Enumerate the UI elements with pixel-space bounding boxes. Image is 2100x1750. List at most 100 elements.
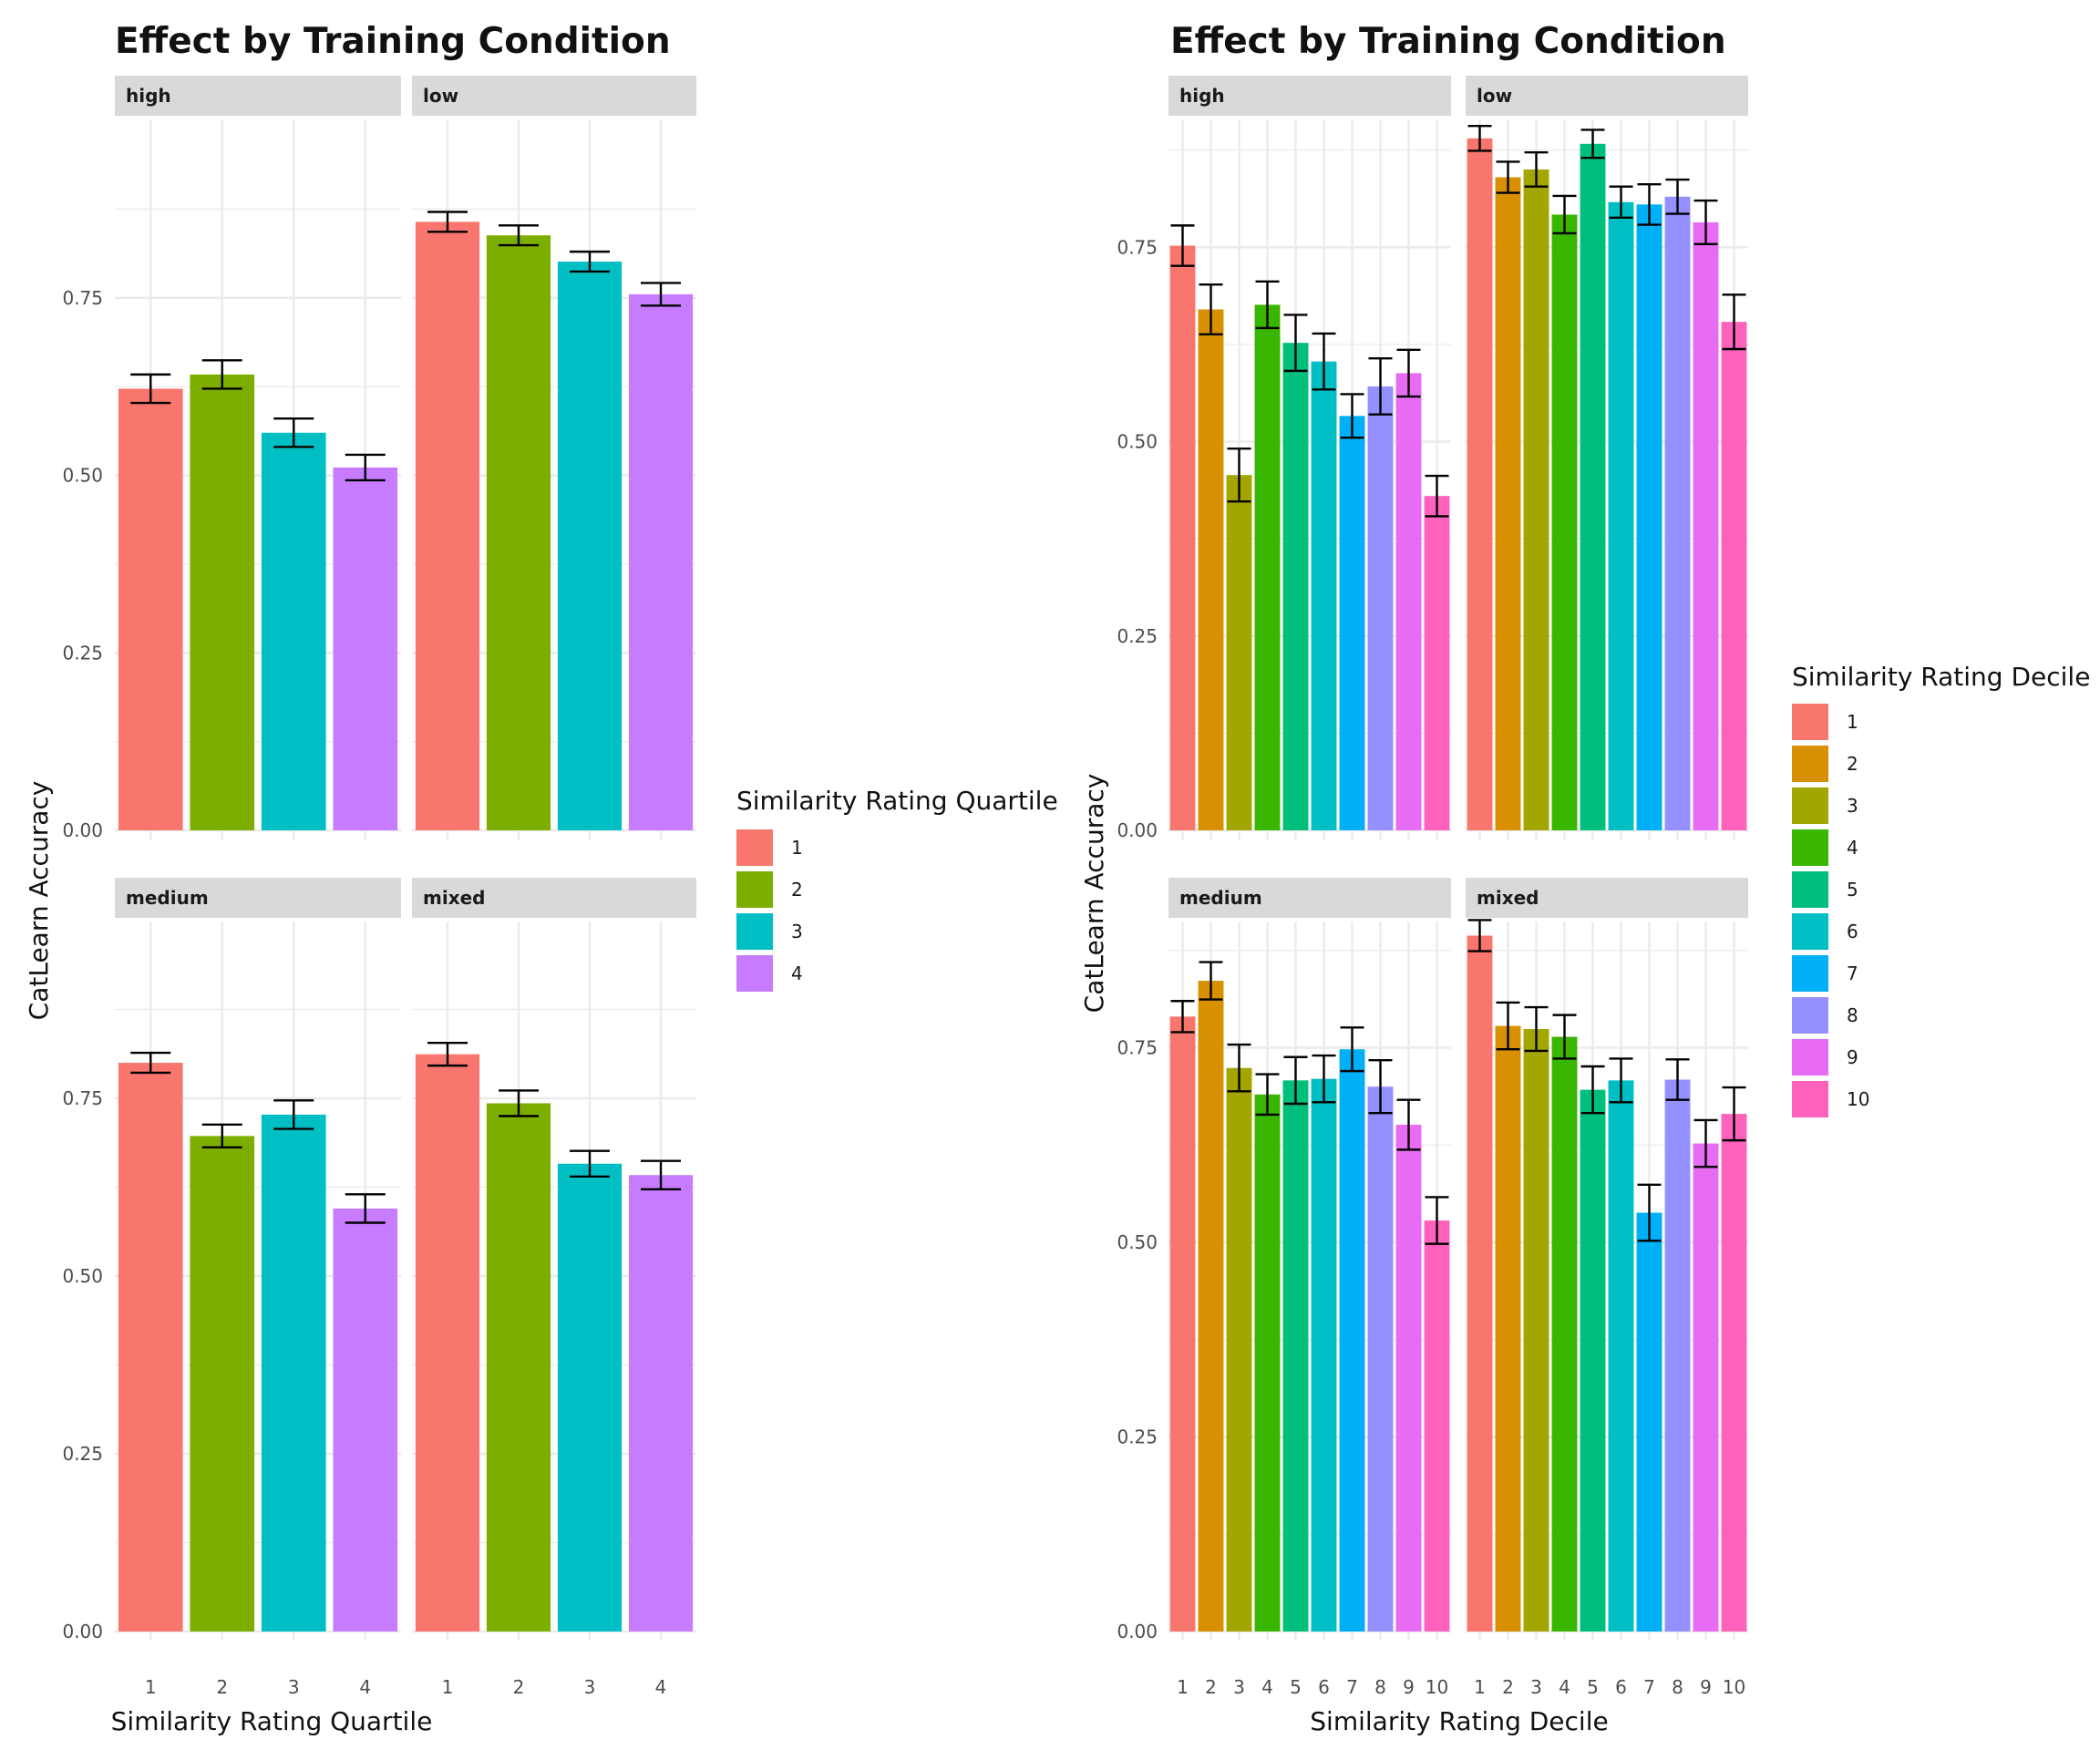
right-bar-mixed-5 (1580, 1089, 1606, 1632)
left-legend-swatch (736, 913, 773, 950)
right-errorbar-low-4 (1552, 194, 1577, 235)
right-errorbar-low-6 (1609, 185, 1633, 220)
right-bar-medium-7 (1339, 1049, 1365, 1632)
right-bar-high-10 (1424, 496, 1450, 830)
right-errorbar-mixed-1 (1467, 919, 1492, 952)
right-legend-swatch (1792, 746, 1828, 782)
right-panel-high: high 0.00 0.25 0.50 0.75 (1117, 76, 1451, 841)
left-strip-label-medium: medium (126, 887, 209, 909)
right-chart-legend-title: Similarity Rating Decile (1792, 662, 2090, 692)
right-bar-low-8 (1664, 196, 1691, 830)
right-legend-item-10: 10 (1792, 1081, 1869, 1117)
x-tick-label: 1 (442, 1676, 454, 1698)
right-errorbar-mixed-6 (1609, 1057, 1633, 1104)
left-bar-mixed-3 (557, 1163, 623, 1632)
x-tick-label: 1 (145, 1676, 157, 1698)
right-legend-label: 3 (1847, 795, 1858, 817)
x-tick-label: 4 (1559, 1676, 1570, 1698)
y-tick-label: 0.00 (1117, 819, 1158, 841)
right-errorbar-mixed-8 (1665, 1058, 1690, 1101)
y-tick-label: 0.75 (1117, 236, 1158, 258)
right-bar-high-8 (1367, 386, 1394, 830)
left-legend-label: 2 (791, 879, 803, 901)
right-errorbar-medium-4 (1255, 1073, 1280, 1117)
x-tick-label: 3 (1233, 1676, 1245, 1698)
right-errorbar-high-10 (1425, 474, 1449, 518)
right-bar-high-2 (1198, 309, 1224, 830)
y-tick-label: 0.75 (62, 287, 103, 309)
left-errorbar-high-3 (273, 417, 314, 448)
right-bar-mixed-2 (1495, 1025, 1521, 1632)
x-tick-label: 10 (1723, 1676, 1745, 1698)
right-bar-medium-1 (1169, 1016, 1196, 1632)
right-chart: Effect by Training Condition Similarity … (1079, 21, 2090, 1736)
y-tick-label: 0.75 (62, 1087, 103, 1109)
right-strip-label-mixed: mixed (1477, 887, 1539, 909)
left-bar-mixed-2 (486, 1103, 551, 1632)
x-tick-label: 4 (655, 1676, 667, 1698)
left-errorbar-mixed-3 (570, 1149, 610, 1179)
right-bar-mixed-8 (1664, 1079, 1691, 1632)
x-tick-label: 9 (1403, 1676, 1415, 1698)
right-errorbar-mixed-3 (1524, 1005, 1549, 1053)
right-legend-label: 8 (1847, 1004, 1858, 1026)
right-bar-medium-3 (1226, 1067, 1252, 1632)
right-bar-mixed-6 (1608, 1080, 1634, 1632)
right-legend-label: 2 (1847, 753, 1858, 775)
y-tick-label: 0.75 (1117, 1037, 1158, 1059)
right-legend-swatch (1792, 1081, 1828, 1117)
left-legend-swatch (736, 955, 773, 992)
left-legend-label: 4 (791, 962, 803, 984)
y-tick-label: 0.25 (1117, 1426, 1158, 1448)
right-bar-high-4 (1254, 304, 1281, 830)
right-legend-label: 7 (1847, 962, 1858, 984)
right-bar-low-10 (1721, 322, 1747, 830)
x-tick-label: 7 (1643, 1676, 1655, 1698)
right-bar-mixed-9 (1693, 1143, 1719, 1632)
left-legend-label: 3 (791, 921, 803, 942)
right-bar-low-1 (1467, 138, 1493, 830)
left-bar-medium-2 (190, 1136, 255, 1632)
left-chart-x-axis-title: Similarity Rating Quartile (111, 1706, 433, 1736)
right-bar-medium-2 (1198, 981, 1224, 1632)
right-panel-mixed: mixed 1 2 3 4 5 6 7 8 9 10 (1466, 878, 1748, 1698)
left-errorbar-low-3 (570, 250, 610, 273)
x-tick-label: 3 (584, 1676, 596, 1698)
left-strip-label-high: high (126, 85, 171, 107)
right-errorbar-mixed-2 (1496, 1001, 1520, 1051)
right-bar-high-5 (1282, 343, 1309, 830)
left-bar-low-3 (557, 262, 623, 830)
x-tick-label: 4 (359, 1676, 371, 1698)
left-panel-high: high 0.00 0.25 0.50 0.75 (62, 76, 401, 841)
right-errorbar-high-4 (1255, 280, 1280, 330)
right-bar-mixed-3 (1523, 1029, 1549, 1632)
left-errorbar-mixed-1 (427, 1041, 468, 1067)
x-tick-label: 8 (1672, 1676, 1683, 1698)
right-errorbar-medium-3 (1227, 1043, 1251, 1093)
y-tick-label: 0.50 (62, 465, 103, 487)
right-legend-swatch (1792, 1039, 1828, 1076)
left-legend-item-1: 1 (736, 829, 803, 866)
left-chart-legend-title: Similarity Rating Quartile (736, 786, 1058, 816)
right-legend-swatch (1792, 955, 1828, 992)
right-legend-swatch (1792, 788, 1828, 824)
right-legend-swatch (1792, 997, 1828, 1034)
left-errorbar-medium-4 (345, 1193, 386, 1224)
x-tick-label: 4 (1261, 1676, 1273, 1698)
left-bar-mixed-1 (415, 1054, 480, 1632)
x-tick-label: 6 (1318, 1676, 1330, 1698)
y-tick-label: 0.50 (1117, 1231, 1158, 1253)
right-legend-label: 1 (1847, 711, 1858, 733)
right-bar-high-9 (1395, 373, 1422, 830)
right-errorbar-high-1 (1170, 224, 1195, 267)
y-tick-label: 0.50 (1117, 431, 1158, 453)
left-panel-mixed: mixed 1 2 3 4 (412, 878, 696, 1698)
left-errorbar-medium-2 (201, 1123, 242, 1149)
left-errorbar-mixed-4 (641, 1159, 681, 1191)
left-bar-medium-3 (261, 1114, 326, 1632)
left-chart-title: Effect by Training Condition (115, 21, 671, 62)
left-legend-label: 1 (791, 837, 803, 859)
right-strip-high (1168, 76, 1451, 116)
left-errorbar-high-2 (201, 359, 242, 390)
